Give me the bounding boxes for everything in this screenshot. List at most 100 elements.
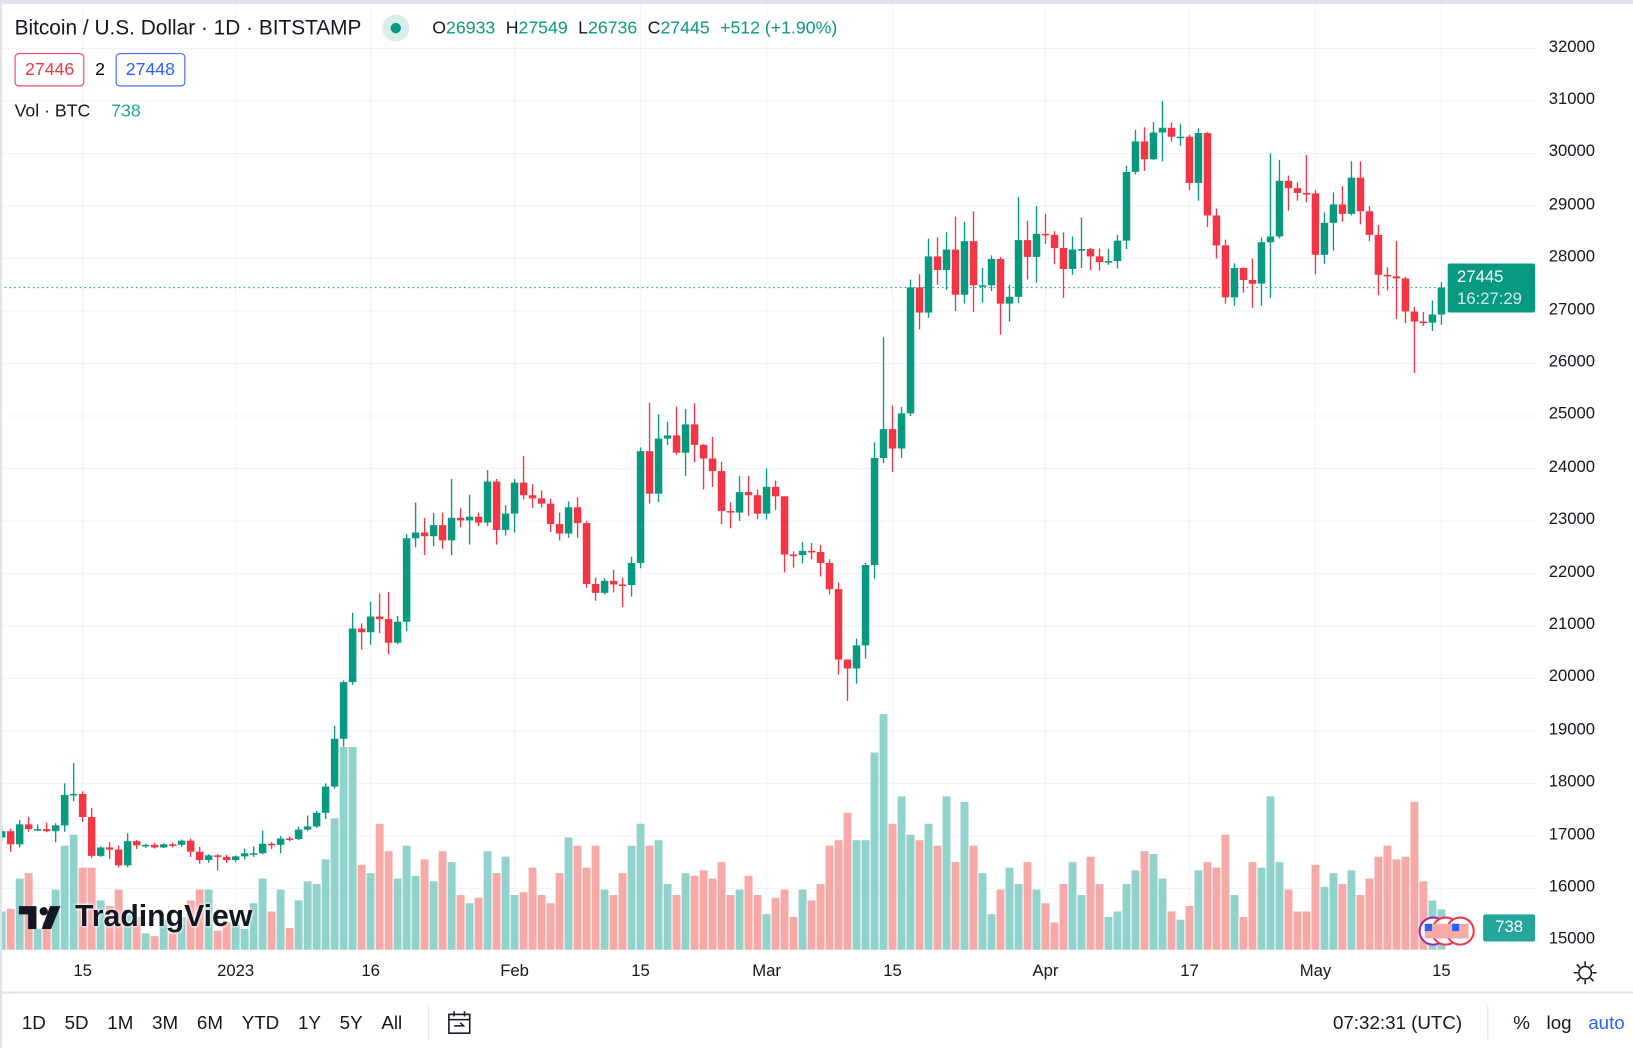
candle-up xyxy=(159,844,168,848)
volume-bar xyxy=(960,801,969,950)
volume-bar xyxy=(681,873,690,950)
range-button-3m[interactable]: 3M xyxy=(152,1011,179,1033)
volume-bar xyxy=(465,903,474,950)
range-button-6m[interactable]: 6M xyxy=(196,1011,223,1033)
volume-value: 738 xyxy=(111,101,141,121)
volume-bar xyxy=(177,916,186,950)
candle-up xyxy=(231,856,240,861)
candle-down xyxy=(537,498,546,504)
candle-down xyxy=(492,481,501,530)
volume-bar xyxy=(951,862,960,950)
close-label: C xyxy=(647,17,661,38)
candle-up xyxy=(69,793,78,796)
candle-down xyxy=(573,507,582,524)
volume-bar xyxy=(240,929,249,950)
volume-bar xyxy=(339,747,348,950)
volume-label[interactable]: Vol · BTC xyxy=(14,101,91,121)
volume-bar xyxy=(1329,873,1338,950)
candle-down xyxy=(771,486,780,497)
candle-up xyxy=(636,451,645,563)
price-tick-label: 18000 xyxy=(1548,772,1596,791)
timezone-clock-button[interactable]: 07:32:31 (UTC) xyxy=(1332,1011,1463,1033)
volume-bar xyxy=(312,884,321,950)
candle-down xyxy=(1311,193,1320,255)
volume-bar xyxy=(1284,889,1293,950)
candle-down xyxy=(1212,215,1221,246)
volume-bar xyxy=(1005,867,1014,950)
go-to-date-calendar-icon[interactable] xyxy=(446,1009,473,1036)
volume-bar xyxy=(1239,916,1248,950)
candle-up xyxy=(312,812,321,827)
candle-up xyxy=(564,507,573,534)
range-button-1y[interactable]: 1Y xyxy=(297,1011,321,1033)
volume-bar xyxy=(627,845,636,950)
low-value: 26736 xyxy=(588,17,638,38)
volume-bar xyxy=(1311,864,1320,950)
price-tick-label: 22000 xyxy=(1548,563,1596,581)
volume-bar xyxy=(1077,895,1086,950)
candle-down xyxy=(456,517,465,521)
volume-bar xyxy=(411,875,420,950)
candle-down xyxy=(789,554,798,557)
candle-up xyxy=(1329,204,1338,223)
range-button-1m[interactable]: 1M xyxy=(107,1011,134,1033)
volume-bar xyxy=(1203,862,1212,950)
symbol-title[interactable]: Bitcoin / U.S. Dollar · 1D · BITSTAMP xyxy=(14,16,362,40)
volume-bar xyxy=(1410,801,1419,950)
ohlc-values: O26933 H27549 L26736 C27445 +512 (+1.90%… xyxy=(432,18,837,39)
volume-bar xyxy=(348,747,357,950)
volume-bar xyxy=(834,840,843,950)
percent-scale-toggle[interactable]: % xyxy=(1513,1011,1530,1033)
open-label: O xyxy=(432,17,447,38)
candle-down xyxy=(1383,274,1392,277)
candle-down xyxy=(555,524,564,534)
volume-bar xyxy=(357,864,366,950)
candlestick-chart[interactable] xyxy=(0,0,1633,992)
candle-down xyxy=(1203,133,1212,216)
candle-down xyxy=(1401,278,1410,312)
candle-up xyxy=(879,429,888,458)
log-scale-toggle[interactable]: log xyxy=(1546,1011,1572,1033)
range-button-5y[interactable]: 5Y xyxy=(339,1011,363,1033)
candle-up xyxy=(429,525,438,537)
tradingview-logo[interactable]: TradingView xyxy=(18,900,252,934)
range-button-5d[interactable]: 5D xyxy=(64,1011,89,1033)
candle-up xyxy=(1077,249,1086,251)
volume-legend: Vol · BTC 738 xyxy=(15,101,141,122)
volume-bar xyxy=(1032,889,1041,950)
candle-up xyxy=(1347,177,1356,214)
candle-down xyxy=(42,829,51,832)
us-flag-events-icon[interactable] xyxy=(1414,914,1481,949)
chart-settings-icon[interactable] xyxy=(1573,960,1598,985)
range-button-1d[interactable]: 1D xyxy=(21,1011,46,1033)
candle-down xyxy=(375,616,384,620)
volume-bar xyxy=(564,837,573,950)
left-border xyxy=(0,0,3,1048)
price-tick-label: 30000 xyxy=(1548,143,1596,161)
last-price: 27445 xyxy=(1457,268,1504,287)
candle-down xyxy=(519,482,528,496)
volume-bar xyxy=(672,895,681,950)
auto-scale-toggle[interactable]: auto xyxy=(1588,1011,1625,1033)
candle-up xyxy=(96,847,105,856)
volume-bar xyxy=(393,878,402,950)
volume-bar xyxy=(285,927,294,950)
range-button-ytd[interactable]: YTD xyxy=(241,1011,280,1033)
volume-bar xyxy=(996,889,1005,950)
candle-down xyxy=(438,525,447,541)
last-price-badge: 27445 16:27:29 xyxy=(1447,263,1536,313)
volume-bar xyxy=(1221,834,1230,950)
candle-down xyxy=(24,824,33,830)
volume-bar xyxy=(609,895,618,950)
volume-bar xyxy=(1365,878,1374,950)
volume-bar xyxy=(771,897,780,950)
candle-down xyxy=(816,551,825,563)
candle-up xyxy=(1104,261,1113,263)
sell-button[interactable]: 27446 xyxy=(14,53,85,87)
volume-bar xyxy=(231,925,240,950)
range-button-all[interactable]: All xyxy=(381,1011,403,1033)
candle-up xyxy=(402,538,411,622)
buy-button[interactable]: 27448 xyxy=(115,53,186,87)
candle-down xyxy=(357,628,366,633)
